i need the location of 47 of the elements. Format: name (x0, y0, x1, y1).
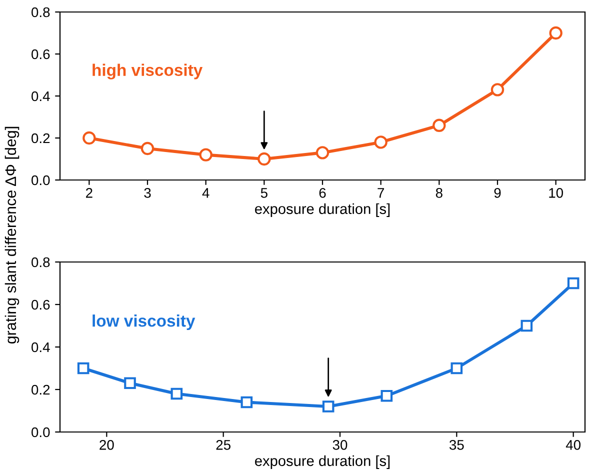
x-tick-label: 25 (216, 440, 230, 450)
y-tick-label: 0.4 (32, 91, 50, 102)
point (316, 146, 330, 160)
y-tick-label: 0.8 (32, 257, 50, 268)
y-tick-label: 0.6 (32, 49, 50, 60)
x-tick-label: 4 (202, 188, 210, 198)
x-tick-label: 10 (549, 188, 564, 198)
y-tick-label: 0.0 (32, 427, 50, 438)
point (432, 118, 446, 132)
point (490, 83, 504, 96)
point (240, 396, 253, 408)
y-tick-label: 0.6 (32, 300, 50, 310)
y-tick-label: 0.2 (32, 133, 50, 144)
x-tick-label: 40 (566, 440, 581, 450)
x-tick-label: 30 (332, 440, 348, 450)
point (124, 377, 136, 390)
point (199, 148, 212, 162)
y-tick-label: 0.4 (32, 342, 50, 352)
x-tick-label: 7 (378, 188, 384, 198)
point (374, 136, 388, 149)
y-axis-title: grating slant difference ΔΦ [deg] (4, 126, 20, 344)
point (549, 26, 562, 40)
x-tick-label: 20 (100, 440, 114, 450)
y-tick-label: 0.8 (32, 7, 50, 18)
x-axis-title: exposure duration [s] (255, 455, 390, 469)
y-tick-label: 0.0 (32, 175, 50, 186)
point (77, 362, 90, 374)
point (567, 277, 580, 290)
x-tick-label: 3 (144, 188, 151, 198)
point (82, 131, 96, 145)
text: high viscosity (92, 64, 203, 80)
x-tick-label: 5 (260, 188, 268, 198)
x-tick-label: 8 (436, 188, 442, 198)
point (450, 362, 463, 374)
y-tick-label: 0.2 (32, 384, 50, 395)
point (170, 388, 183, 400)
x-tick-label: 9 (494, 188, 501, 198)
point (258, 152, 271, 166)
x-tick-label: 6 (319, 188, 326, 198)
point (380, 390, 393, 402)
point (322, 400, 334, 412)
x-tick-label: 35 (449, 440, 464, 450)
x-tick-label: 2 (86, 188, 92, 198)
text: low viscosity (92, 314, 196, 330)
x-axis-title: exposure duration [s] (255, 203, 390, 217)
point (520, 320, 533, 332)
point (140, 142, 154, 156)
